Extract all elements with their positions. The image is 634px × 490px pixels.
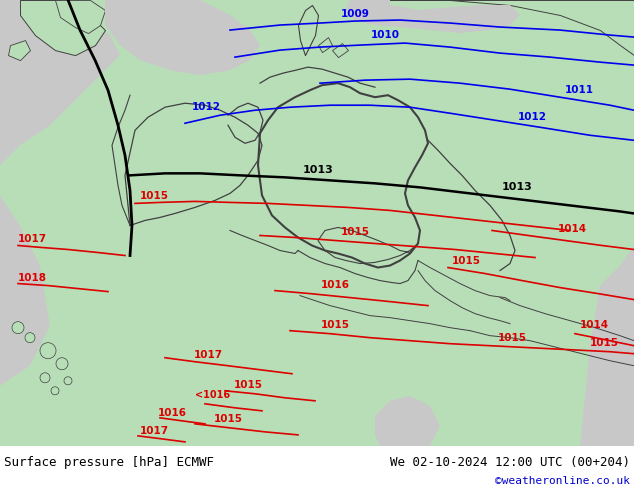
Text: 1015: 1015 xyxy=(452,255,481,266)
Circle shape xyxy=(64,377,72,385)
Circle shape xyxy=(56,358,68,370)
Text: 1009: 1009 xyxy=(340,9,370,19)
Text: 1010: 1010 xyxy=(370,30,399,40)
Text: ©weatheronline.co.uk: ©weatheronline.co.uk xyxy=(495,476,630,486)
Text: <1016: <1016 xyxy=(195,390,230,400)
Circle shape xyxy=(40,343,56,359)
Text: 1015: 1015 xyxy=(321,319,349,330)
Text: 1013: 1013 xyxy=(502,182,533,193)
Circle shape xyxy=(51,387,59,395)
Circle shape xyxy=(12,321,24,334)
Text: 1015: 1015 xyxy=(340,227,370,238)
Text: 1011: 1011 xyxy=(565,85,594,95)
Text: Surface pressure [hPa] ECMWF: Surface pressure [hPa] ECMWF xyxy=(4,456,214,469)
Text: 1016: 1016 xyxy=(321,280,349,290)
Text: 1017: 1017 xyxy=(18,235,47,245)
Text: 1018: 1018 xyxy=(18,272,47,283)
Text: 1012: 1012 xyxy=(192,102,221,112)
Circle shape xyxy=(40,373,50,383)
Text: 1015: 1015 xyxy=(498,333,527,343)
Text: 1012: 1012 xyxy=(518,112,547,122)
Text: 1014: 1014 xyxy=(580,319,609,330)
Text: 1015: 1015 xyxy=(233,380,262,390)
Text: 1015: 1015 xyxy=(214,414,242,424)
Text: 1014: 1014 xyxy=(558,224,587,235)
Text: We 02-10-2024 12:00 UTC (00+204): We 02-10-2024 12:00 UTC (00+204) xyxy=(390,456,630,469)
Circle shape xyxy=(25,333,35,343)
Text: 1017: 1017 xyxy=(193,350,223,360)
Text: 1013: 1013 xyxy=(302,165,333,175)
Text: 1017: 1017 xyxy=(140,426,169,436)
Text: 1015: 1015 xyxy=(590,338,619,348)
Text: 1015: 1015 xyxy=(140,192,169,201)
Text: 1016: 1016 xyxy=(158,408,187,418)
